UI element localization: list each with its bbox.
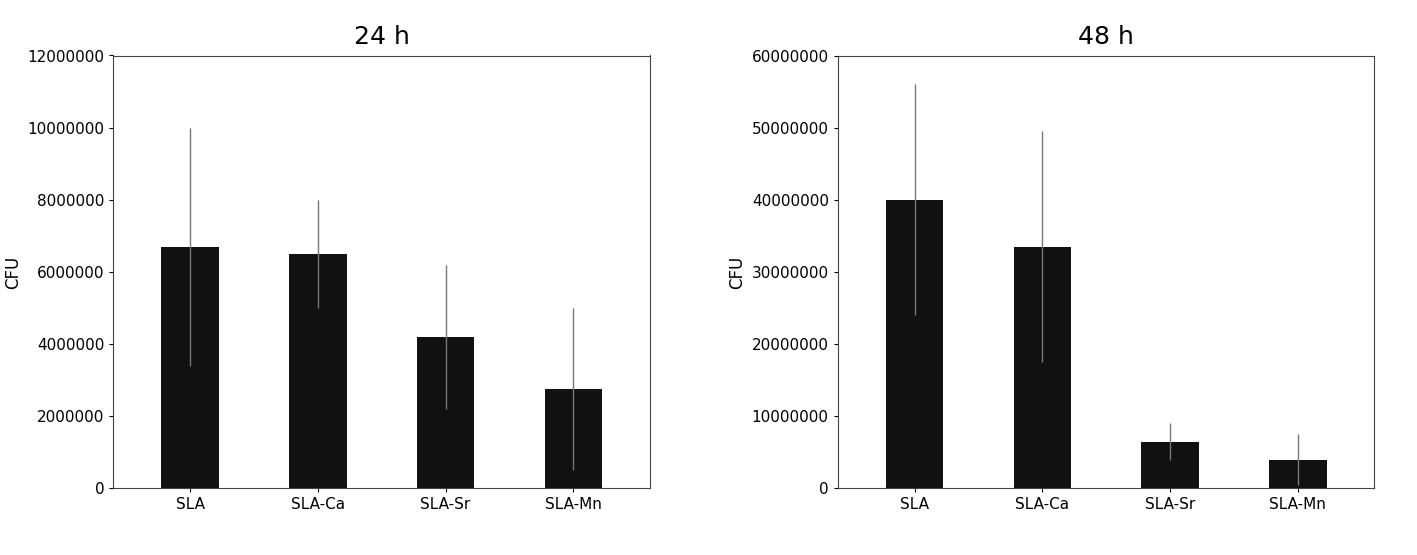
Bar [886,200,944,488]
Y-axis label: CFU: CFU [728,255,747,289]
Title: 24 h: 24 h [354,26,410,49]
Bar [289,254,347,488]
Bar [544,389,602,488]
Title: 48 h: 48 h [1078,26,1134,49]
Bar [162,246,218,488]
Bar [1141,442,1199,488]
Bar [417,337,475,488]
Bar [1013,246,1071,488]
Y-axis label: CFU: CFU [4,255,21,289]
Bar [1270,460,1326,488]
